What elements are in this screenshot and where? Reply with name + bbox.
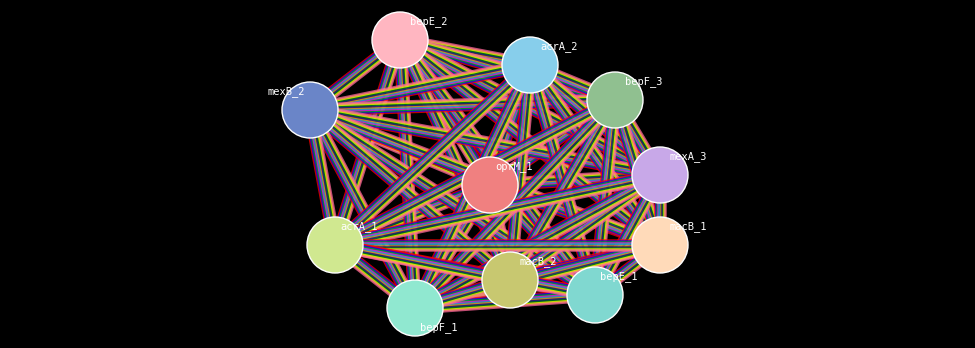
Circle shape bbox=[372, 12, 428, 68]
Text: acrA_1: acrA_1 bbox=[340, 222, 377, 232]
Circle shape bbox=[387, 280, 443, 336]
Circle shape bbox=[462, 157, 518, 213]
Text: bepE_1: bepE_1 bbox=[600, 271, 638, 283]
Circle shape bbox=[502, 37, 558, 93]
Text: mexA_3: mexA_3 bbox=[670, 151, 708, 163]
Text: bepF_3: bepF_3 bbox=[625, 77, 662, 87]
Circle shape bbox=[567, 267, 623, 323]
Circle shape bbox=[587, 72, 643, 128]
Text: mexB_2: mexB_2 bbox=[267, 87, 305, 97]
Text: macB_2: macB_2 bbox=[520, 256, 558, 268]
Text: bepF_1: bepF_1 bbox=[420, 323, 457, 333]
Text: macB_1: macB_1 bbox=[670, 222, 708, 232]
Circle shape bbox=[282, 82, 338, 138]
Text: oprM_1: oprM_1 bbox=[495, 161, 532, 173]
Circle shape bbox=[632, 147, 688, 203]
Circle shape bbox=[482, 252, 538, 308]
Circle shape bbox=[307, 217, 363, 273]
Text: bepE_2: bepE_2 bbox=[410, 17, 448, 27]
Text: acrA_2: acrA_2 bbox=[540, 41, 577, 53]
Circle shape bbox=[632, 217, 688, 273]
